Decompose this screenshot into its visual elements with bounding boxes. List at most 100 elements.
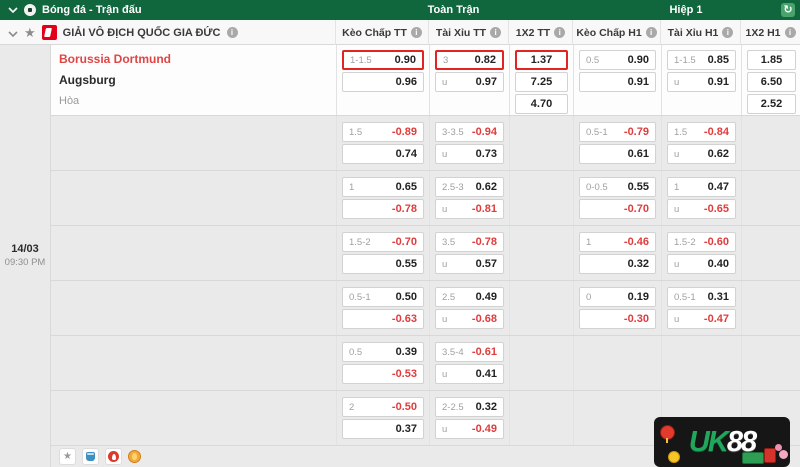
odds-cell[interactable]: -0.63 <box>342 309 424 329</box>
odds-cell[interactable]: 0.5-1 -0.79 <box>579 122 656 142</box>
odds-cell[interactable]: 3.5-4 -0.61 <box>435 342 504 362</box>
handicap-line-label: 1 <box>586 236 592 248</box>
odds-value: 0.32 <box>475 401 497 413</box>
odds-cell[interactable]: u 0.41 <box>435 364 504 384</box>
column-info-icon[interactable]: i <box>645 27 657 38</box>
column-info-icon[interactable]: i <box>784 27 796 38</box>
odds-column-1x2-tt <box>509 226 573 280</box>
odds-cell[interactable]: 0.5-1 0.31 <box>667 287 736 307</box>
odds-cell[interactable]: 4.70 <box>515 94 568 114</box>
favorite-league-star-icon[interactable]: ★ <box>24 25 36 40</box>
odds-cell[interactable]: 0.61 <box>579 144 656 164</box>
odds-value: -0.49 <box>471 423 497 435</box>
odds-cell[interactable]: 0.32 <box>579 254 656 274</box>
logo-text-uk: UK <box>688 426 729 458</box>
odds-cell[interactable]: 1.37 <box>515 50 568 70</box>
odds-cell[interactable]: 1 0.47 <box>667 177 736 197</box>
odds-cell[interactable]: 2 -0.50 <box>342 397 424 417</box>
odds-column-1x2-h1 <box>741 116 800 170</box>
odds-cell[interactable]: 6.50 <box>747 72 796 92</box>
odds-column-tai-xiu-h1: 1.5-2 -0.60 u 0.40 <box>661 226 741 280</box>
odds-cell[interactable]: 3 0.82 <box>435 50 504 70</box>
odds-cell[interactable]: -0.78 <box>342 199 424 219</box>
odds-cell[interactable]: u -0.49 <box>435 419 504 439</box>
odds-value: -0.70 <box>391 236 417 248</box>
odds-cell[interactable]: 0.5-1 0.50 <box>342 287 424 307</box>
odds-cell[interactable]: 0.5 0.39 <box>342 342 424 362</box>
teams-spacer <box>51 396 336 445</box>
lantern-icon <box>660 425 675 443</box>
odds-value: -0.53 <box>391 368 417 380</box>
handicap-line-label: u <box>442 423 448 435</box>
odds-cell[interactable]: 0 0.19 <box>579 287 656 307</box>
odds-cell[interactable]: u 0.97 <box>435 72 504 92</box>
odds-cell[interactable]: -0.30 <box>579 309 656 329</box>
odds-column-keo-chap-tt: 2 -0.50 0.37 <box>336 391 429 445</box>
odds-value: 0.31 <box>707 291 729 303</box>
league-info-icon[interactable]: i <box>226 27 238 38</box>
odds-cell[interactable]: u -0.68 <box>435 309 504 329</box>
handicap-line-label: 3-3.5 <box>442 126 464 138</box>
odds-cell[interactable]: 3-3.5 -0.94 <box>435 122 504 142</box>
handicap-line-label: 1.5-2 <box>349 236 371 248</box>
odds-value: 1.85 <box>760 54 783 66</box>
odds-cell[interactable]: u -0.47 <box>667 309 736 329</box>
odds-cell[interactable]: u 0.57 <box>435 254 504 274</box>
odds-cell[interactable]: 2.5-3 0.62 <box>435 177 504 197</box>
odds-column-keo-chap-h1 <box>573 391 661 445</box>
odds-cell[interactable]: -0.53 <box>342 364 424 384</box>
odds-cell[interactable]: 2-2.5 0.32 <box>435 397 504 417</box>
refresh-icon[interactable]: ↻ <box>781 3 795 17</box>
handicap-line-label: 2 <box>349 401 355 413</box>
odds-cell[interactable]: u 0.62 <box>667 144 736 164</box>
favorite-star-icon[interactable]: ★ <box>59 448 76 465</box>
odds-cell[interactable]: u 0.40 <box>667 254 736 274</box>
odds-column-1x2-tt: 1.37 7.25 4.70 <box>509 45 573 115</box>
odds-cell[interactable]: 1.85 <box>747 50 796 70</box>
collapse-sport-chevron-icon[interactable] <box>8 4 18 16</box>
column-info-icon[interactable]: i <box>554 27 566 38</box>
odds-cell[interactable]: 0-0.5 0.55 <box>579 177 656 197</box>
match-footer-bar: ★ <box>51 445 800 467</box>
odds-value: -0.65 <box>703 203 729 215</box>
odds-cell[interactable]: 0.5 0.90 <box>579 50 656 70</box>
odds-value: 0.90 <box>394 54 416 66</box>
odds-cell[interactable]: 1 -0.46 <box>579 232 656 252</box>
boosted-odds-icon[interactable] <box>128 450 141 463</box>
odds-cell[interactable]: u -0.65 <box>667 199 736 219</box>
column-info-icon[interactable]: i <box>722 27 734 38</box>
odds-cell[interactable]: 1.5 -0.89 <box>342 122 424 142</box>
odds-value: -0.70 <box>623 203 649 215</box>
odds-cell[interactable]: 3.5 -0.78 <box>435 232 504 252</box>
odds-cell[interactable]: 7.25 <box>515 72 568 92</box>
odds-cell[interactable]: 0.74 <box>342 144 424 164</box>
odds-cell[interactable]: u 0.73 <box>435 144 504 164</box>
odds-cell[interactable]: 1-1.5 0.85 <box>667 50 736 70</box>
hot-match-icon[interactable] <box>105 448 122 465</box>
odds-cell[interactable]: 1 0.65 <box>342 177 424 197</box>
odds-value: 0.32 <box>627 258 649 270</box>
odds-cell[interactable]: 1.5-2 -0.70 <box>342 232 424 252</box>
column-info-icon[interactable]: i <box>490 27 502 38</box>
column-header-tai-xiu-h1: Tài Xỉu H1 i <box>660 20 740 45</box>
odds-cell[interactable]: 1-1.5 0.90 <box>342 50 424 70</box>
odds-cell[interactable]: 0.55 <box>342 254 424 274</box>
odds-cell[interactable]: -0.70 <box>579 199 656 219</box>
odds-cell[interactable]: 0.91 <box>579 72 656 92</box>
bet-slip-icon[interactable] <box>82 448 99 465</box>
odds-cell[interactable]: u 0.91 <box>667 72 736 92</box>
odds-column-keo-chap-tt: 1.5 -0.89 0.74 <box>336 116 429 170</box>
column-info-icon[interactable]: i <box>410 27 422 38</box>
odds-cell[interactable]: u -0.81 <box>435 199 504 219</box>
odds-value: -0.78 <box>471 236 497 248</box>
collapse-league-chevron-icon[interactable] <box>8 24 18 42</box>
odds-cell[interactable]: 1.5 -0.84 <box>667 122 736 142</box>
odds-cell[interactable]: 2.5 0.49 <box>435 287 504 307</box>
odds-cell[interactable]: 0.96 <box>342 72 424 92</box>
odds-value: 0.50 <box>395 291 417 303</box>
odds-cell[interactable]: 2.52 <box>747 94 796 114</box>
odds-cell[interactable]: 1.5-2 -0.60 <box>667 232 736 252</box>
odds-column-tai-xiu-h1: 1-1.5 0.85 u 0.91 <box>661 45 741 115</box>
odds-cell[interactable]: 0.37 <box>342 419 424 439</box>
